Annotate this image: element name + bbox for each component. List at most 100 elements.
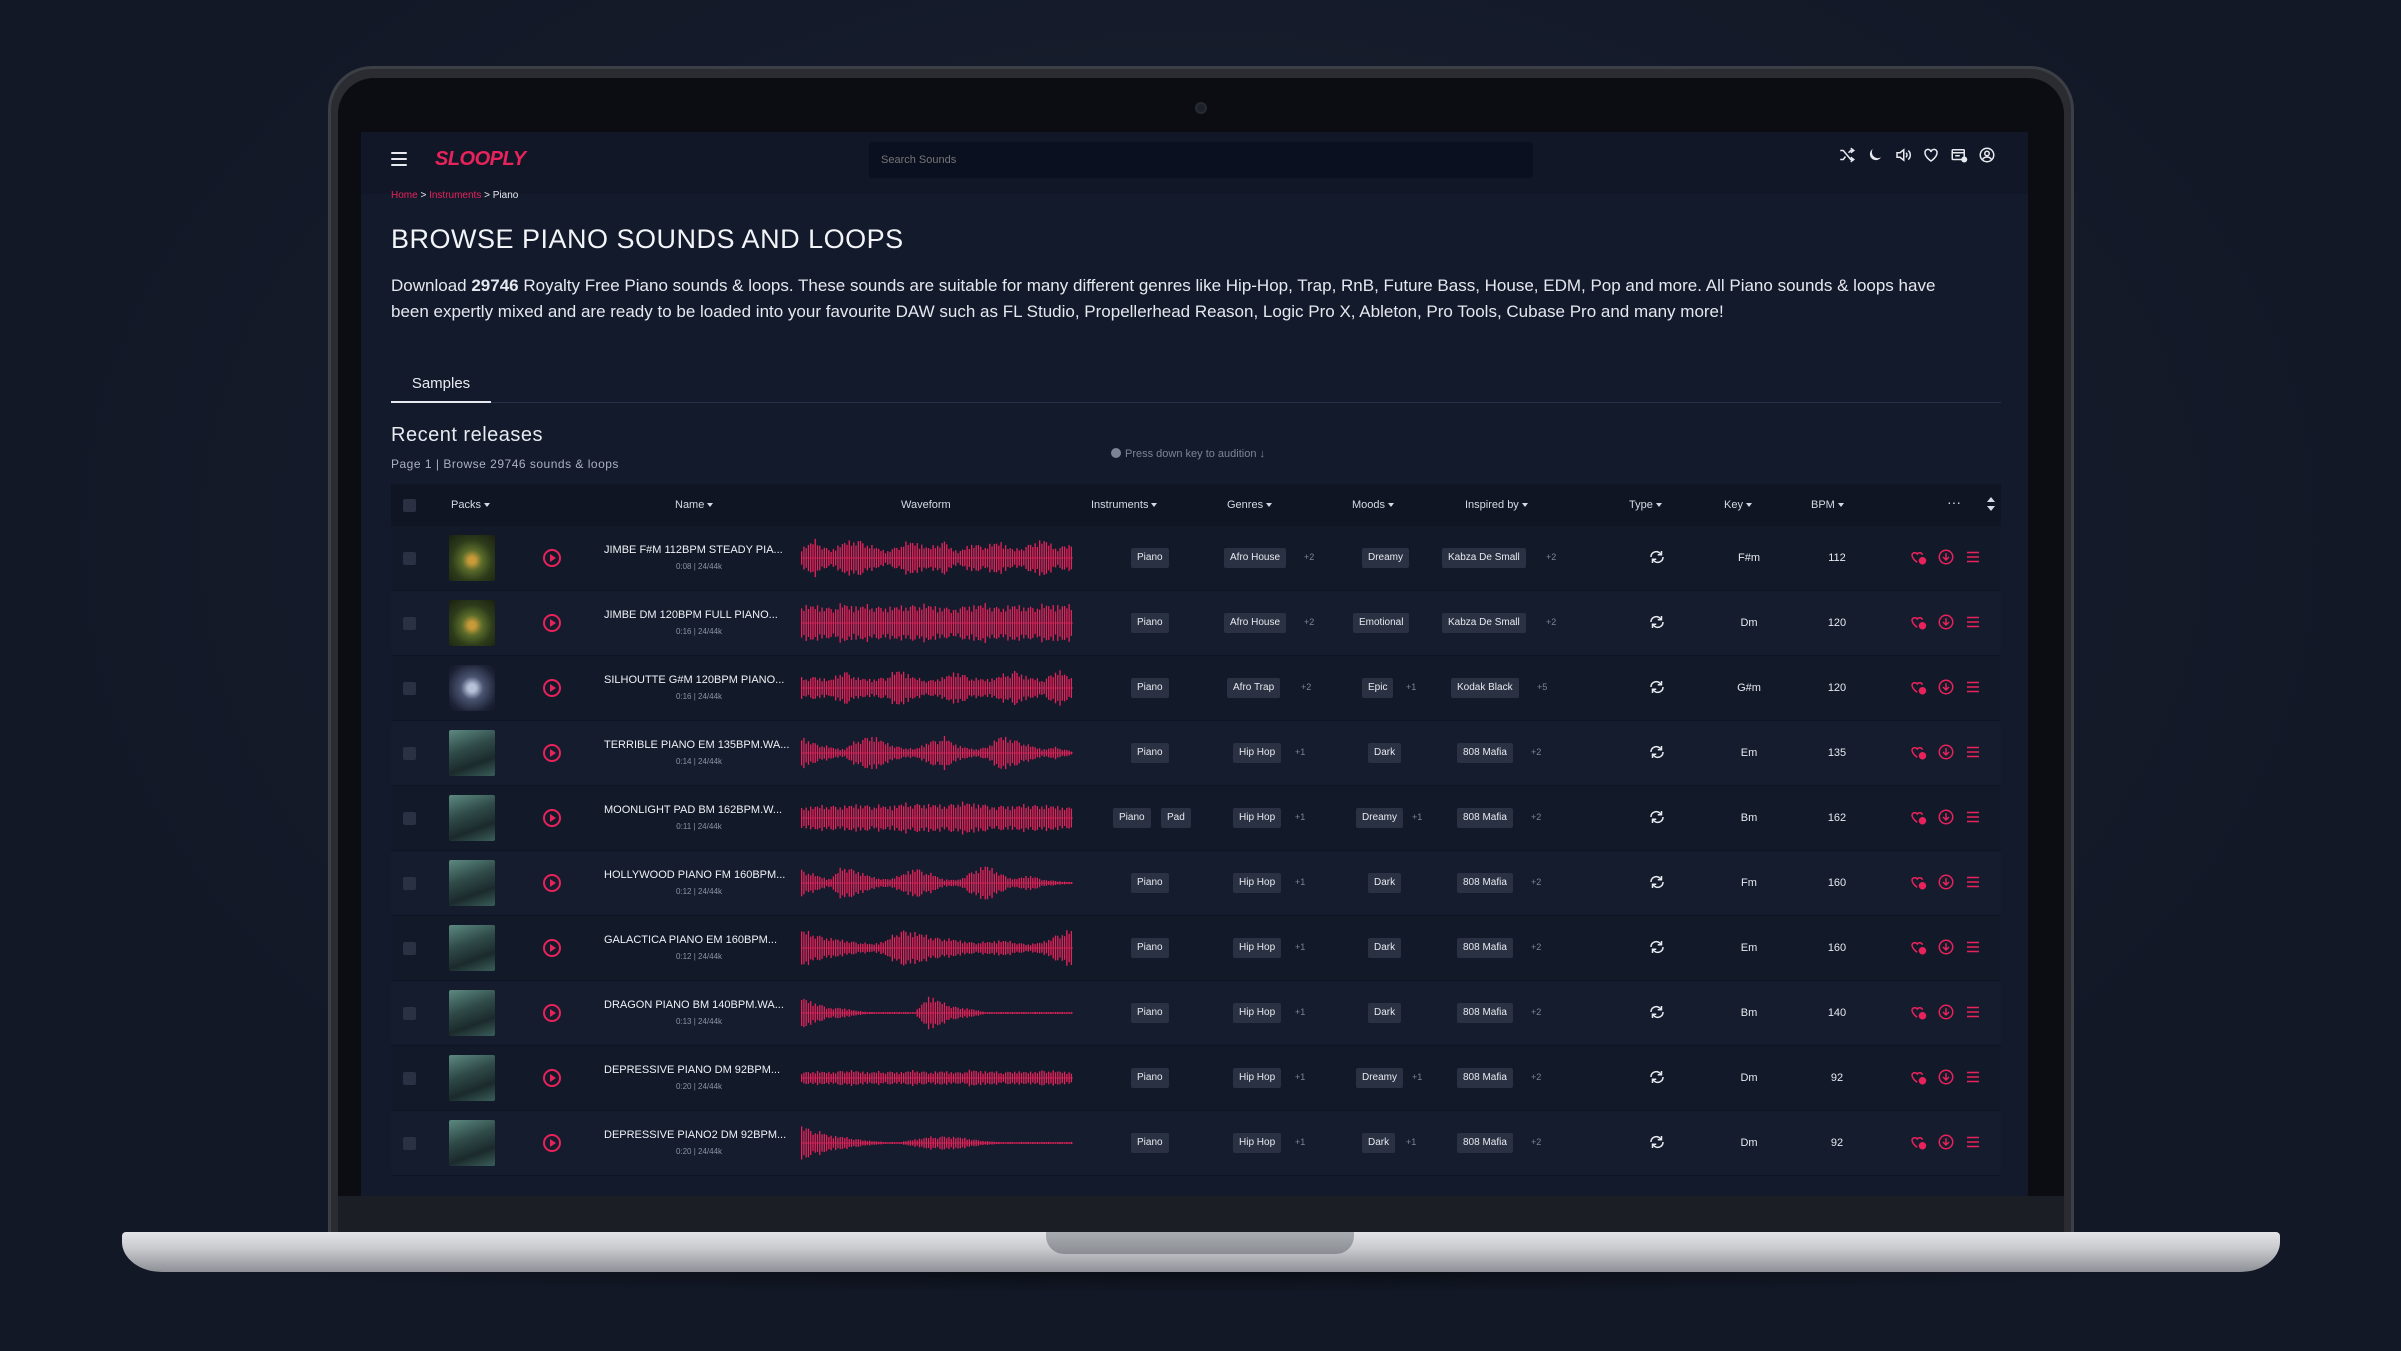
instrument-tag[interactable]: Piano [1131,1068,1169,1088]
inspired-more[interactable]: +2 [1531,1007,1542,1017]
mood-more[interactable]: +1 [1412,1072,1423,1082]
waveform[interactable] [801,1055,1073,1101]
play-icon[interactable] [543,809,561,827]
pack-artwork[interactable] [449,730,495,776]
genre-more[interactable]: +2 [1301,682,1312,692]
add-to-favorites-icon[interactable] [1909,1068,1927,1086]
tab-samples[interactable]: Samples [391,371,491,403]
sample-name[interactable]: HOLLYWOOD PIANO FM 160BPM... [604,869,786,881]
sample-name[interactable]: TERRIBLE PIANO EM 135BPM.WA... [604,739,790,751]
mood-more[interactable]: +1 [1412,812,1423,822]
sample-name[interactable]: DEPRESSIVE PIANO DM 92BPM... [604,1064,781,1076]
genre-tag[interactable]: Hip Hop [1233,808,1282,828]
pack-artwork[interactable] [449,990,495,1036]
instrument-tag[interactable]: Pad [1161,808,1191,828]
genre-tag[interactable]: Afro House [1224,613,1287,633]
instrument-tag[interactable]: Piano [1131,678,1169,698]
pack-artwork[interactable] [449,1055,495,1101]
table-row[interactable]: GALACTICA PIANO EM 160BPM... 0:12 | 24/44… [391,916,2001,981]
table-row[interactable]: DEPRESSIVE PIANO2 DM 92BPM... 0:20 | 24/4… [391,1111,2001,1176]
instrument-tag[interactable]: Piano [1131,613,1169,633]
add-to-favorites-icon[interactable] [1909,678,1927,696]
add-to-favorites-icon[interactable] [1909,1133,1927,1151]
play-icon[interactable] [543,1134,561,1152]
genre-more[interactable]: +1 [1295,942,1306,952]
mood-tag[interactable]: Dreamy [1356,1068,1404,1088]
inspired-tag[interactable]: 808 Mafia [1457,938,1513,958]
row-checkbox[interactable] [403,552,416,565]
options-menu-icon[interactable] [1964,678,1982,696]
sort-icon[interactable] [1985,497,1997,511]
genre-more[interactable]: +1 [1295,812,1306,822]
waveform[interactable] [801,990,1073,1036]
options-menu-icon[interactable] [1964,938,1982,956]
genre-more[interactable]: +2 [1304,617,1315,627]
mood-tag[interactable]: Emotional [1353,613,1410,633]
mood-tag[interactable]: Dreamy [1362,548,1410,568]
mood-tag[interactable]: Dark [1362,1133,1396,1153]
inspired-more[interactable]: +2 [1531,877,1542,887]
genre-more[interactable]: +1 [1295,1007,1306,1017]
options-menu-icon[interactable] [1964,1133,1982,1151]
cart-icon[interactable] [1950,146,1968,164]
add-to-favorites-icon[interactable] [1909,938,1927,956]
row-checkbox[interactable] [403,1137,416,1150]
genre-tag[interactable]: Hip Hop [1233,873,1282,893]
add-to-favorites-icon[interactable] [1909,1003,1927,1021]
inspired-more[interactable]: +2 [1531,812,1542,822]
options-menu-icon[interactable] [1964,1068,1982,1086]
table-row[interactable]: JIMBE F#M 112BPM STEADY PIA... 0:08 | 24/… [391,526,2001,591]
row-checkbox[interactable] [403,877,416,890]
inspired-tag[interactable]: Kodak Black [1451,678,1519,698]
play-icon[interactable] [543,874,561,892]
inspired-more[interactable]: +2 [1531,942,1542,952]
genre-more[interactable]: +1 [1295,877,1306,887]
sample-name[interactable]: SILHOUTTE G#M 120BPM PIANO... [604,674,785,686]
download-icon[interactable] [1937,808,1955,826]
pack-artwork[interactable] [449,600,495,646]
row-checkbox[interactable] [403,747,416,760]
genre-tag[interactable]: Hip Hop [1233,1003,1282,1023]
row-checkbox[interactable] [403,682,416,695]
pack-artwork[interactable] [449,665,495,711]
breadcrumb-instruments[interactable]: Instruments [429,190,482,201]
row-checkbox[interactable] [403,617,416,630]
inspired-more[interactable]: +2 [1531,1137,1542,1147]
col-type[interactable]: Type [1629,499,1662,511]
inspired-tag[interactable]: 808 Mafia [1457,808,1513,828]
instrument-tag[interactable]: Piano [1131,743,1169,763]
genre-tag[interactable]: Afro House [1224,548,1287,568]
genre-more[interactable]: +2 [1304,552,1315,562]
options-menu-icon[interactable] [1964,613,1982,631]
inspired-more[interactable]: +2 [1531,1072,1542,1082]
col-packs[interactable]: Packs [451,499,490,511]
table-row[interactable]: TERRIBLE PIANO EM 135BPM.WA... 0:14 | 24/… [391,721,2001,786]
sample-name[interactable]: JIMBE DM 120BPM FULL PIANO... [604,609,778,621]
moon-icon[interactable] [1866,146,1884,164]
mood-tag[interactable]: Dark [1368,1003,1402,1023]
inspired-tag[interactable]: Kabza De Small [1442,613,1526,633]
inspired-tag[interactable]: 808 Mafia [1457,1003,1513,1023]
add-to-favorites-icon[interactable] [1909,613,1927,631]
genre-more[interactable]: +1 [1295,1137,1306,1147]
waveform[interactable] [801,860,1073,906]
inspired-more[interactable]: +2 [1546,617,1557,627]
pack-artwork[interactable] [449,795,495,841]
table-row[interactable]: JIMBE DM 120BPM FULL PIANO... 0:16 | 24/4… [391,591,2001,656]
heart-icon[interactable] [1922,146,1940,164]
col-inspired-by[interactable]: Inspired by [1465,499,1528,511]
table-row[interactable]: DEPRESSIVE PIANO DM 92BPM... 0:20 | 24/44… [391,1046,2001,1111]
play-icon[interactable] [543,744,561,762]
add-to-favorites-icon[interactable] [1909,808,1927,826]
mood-tag[interactable]: Dreamy [1356,808,1404,828]
add-to-favorites-icon[interactable] [1909,548,1927,566]
pack-artwork[interactable] [449,925,495,971]
genre-tag[interactable]: Hip Hop [1233,938,1282,958]
instrument-tag[interactable]: Piano [1131,548,1169,568]
row-checkbox[interactable] [403,1072,416,1085]
table-row[interactable]: HOLLYWOOD PIANO FM 160BPM... 0:12 | 24/44… [391,851,2001,916]
instrument-tag[interactable]: Piano [1131,1133,1169,1153]
download-icon[interactable] [1937,613,1955,631]
download-icon[interactable] [1937,1133,1955,1151]
genre-more[interactable]: +1 [1295,747,1306,757]
